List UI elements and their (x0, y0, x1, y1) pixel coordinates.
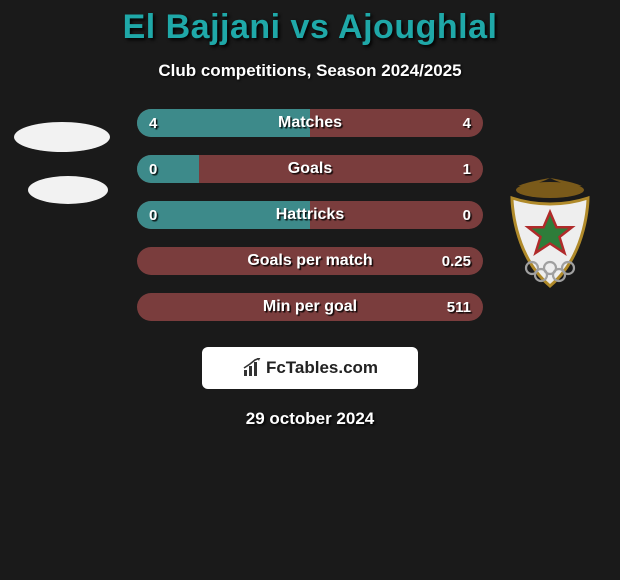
stat-row: Min per goal511 (137, 293, 483, 321)
stat-label: Goals per match (137, 247, 483, 275)
stat-label: Min per goal (137, 293, 483, 321)
stat-label: Matches (137, 109, 483, 137)
stat-value-right: 511 (447, 293, 471, 321)
stats-list: 4Matches40Goals10Hattricks0Goals per mat… (0, 109, 620, 321)
stat-row: 4Matches4 (137, 109, 483, 137)
stat-row: 0Hattricks0 (137, 201, 483, 229)
page-title: El Bajjani vs Ajoughlal (0, 8, 620, 47)
stat-row: 0Goals1 (137, 155, 483, 183)
brand-badge: FcTables.com (202, 347, 418, 389)
stat-value-right: 1 (463, 155, 471, 183)
stat-value-right: 4 (463, 109, 471, 137)
stat-value-right: 0.25 (442, 247, 471, 275)
stat-row: Goals per match0.25 (137, 247, 483, 275)
stat-label: Hattricks (137, 201, 483, 229)
subtitle: Club competitions, Season 2024/2025 (0, 61, 620, 81)
brand-chart-icon (242, 358, 262, 378)
brand-text: FcTables.com (266, 358, 378, 378)
stat-value-right: 0 (463, 201, 471, 229)
date-label: 29 october 2024 (0, 409, 620, 429)
stat-label: Goals (137, 155, 483, 183)
